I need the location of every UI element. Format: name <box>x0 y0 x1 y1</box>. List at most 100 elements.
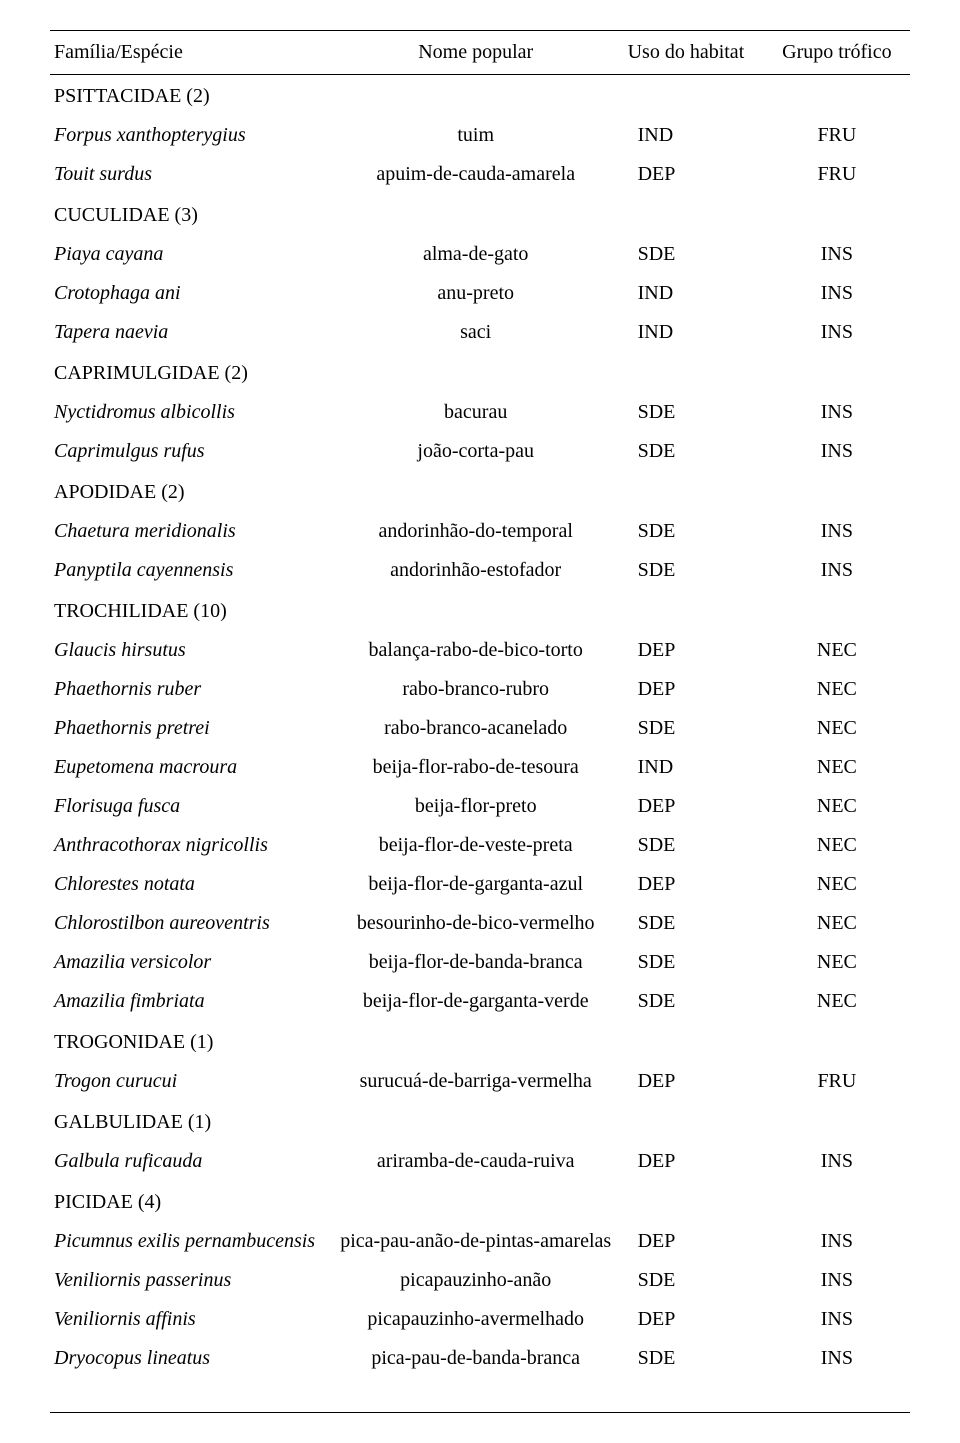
table-row: GALBULIDAE (1) <box>50 1101 910 1142</box>
table-row: Dryocopus lineatuspica-pau-de-banda-bran… <box>50 1339 910 1413</box>
popular-name: anu-preto <box>334 274 618 313</box>
popular-name: beija-flor-preto <box>334 787 618 826</box>
popular-name: picapauzinho-avermelhado <box>334 1300 618 1339</box>
family-label: PICIDAE (4) <box>50 1181 910 1222</box>
species-name: Panyptila cayennensis <box>50 551 334 590</box>
trophic-group: INS <box>764 432 910 471</box>
habitat-use: IND <box>618 748 764 787</box>
popular-name: andorinhão-do-temporal <box>334 512 618 551</box>
trophic-group: NEC <box>764 748 910 787</box>
popular-name: beija-flor-rabo-de-tesoura <box>334 748 618 787</box>
species-name: Florisuga fusca <box>50 787 334 826</box>
species-name: Nyctidromus albicollis <box>50 393 334 432</box>
trophic-group: NEC <box>764 670 910 709</box>
table-row: PICIDAE (4) <box>50 1181 910 1222</box>
table-row: Veniliornis passerinuspicapauzinho-anãoS… <box>50 1261 910 1300</box>
habitat-use: DEP <box>618 1062 764 1101</box>
species-name: Amazilia fimbriata <box>50 982 334 1021</box>
trophic-group: NEC <box>764 826 910 865</box>
trophic-group: NEC <box>764 787 910 826</box>
trophic-group: NEC <box>764 865 910 904</box>
trophic-group: NEC <box>764 904 910 943</box>
habitat-use: SDE <box>618 982 764 1021</box>
table-row: Anthracothorax nigricollisbeija-flor-de-… <box>50 826 910 865</box>
habitat-use: DEP <box>618 1142 764 1181</box>
habitat-use: DEP <box>618 1300 764 1339</box>
table-row: Chlorostilbon aureoventrisbesourinho-de-… <box>50 904 910 943</box>
popular-name: surucuá-de-barriga-vermelha <box>334 1062 618 1101</box>
habitat-use: SDE <box>618 943 764 982</box>
table-row: Amazilia fimbriatabeija-flor-de-garganta… <box>50 982 910 1021</box>
species-name: Eupetomena macroura <box>50 748 334 787</box>
popular-name: picapauzinho-anão <box>334 1261 618 1300</box>
trophic-group: INS <box>764 274 910 313</box>
trophic-group: INS <box>764 551 910 590</box>
popular-name: besourinho-de-bico-vermelho <box>334 904 618 943</box>
habitat-use: DEP <box>618 155 764 194</box>
species-table: Família/Espécie Nome popular Uso do habi… <box>50 30 910 1413</box>
family-label: CAPRIMULGIDAE (2) <box>50 352 910 393</box>
table-row: Touit surdusapuim-de-cauda-amarelaDEPFRU <box>50 155 910 194</box>
species-name: Piaya cayana <box>50 235 334 274</box>
table-row: Piaya cayanaalma-de-gatoSDEINS <box>50 235 910 274</box>
header-popular: Nome popular <box>334 31 618 75</box>
habitat-use: SDE <box>618 1339 764 1413</box>
trophic-group: FRU <box>764 116 910 155</box>
popular-name: beija-flor-de-garganta-verde <box>334 982 618 1021</box>
species-name: Veniliornis passerinus <box>50 1261 334 1300</box>
family-label: PSITTACIDAE (2) <box>50 75 910 117</box>
popular-name: beija-flor-de-garganta-azul <box>334 865 618 904</box>
popular-name: joão-corta-pau <box>334 432 618 471</box>
popular-name: pica-pau-anão-de-pintas-amarelas <box>334 1222 618 1261</box>
trophic-group: FRU <box>764 1062 910 1101</box>
family-label: CUCULIDAE (3) <box>50 194 910 235</box>
trophic-group: INS <box>764 235 910 274</box>
table-row: Phaethornis ruberrabo-branco-rubroDEPNEC <box>50 670 910 709</box>
habitat-use: SDE <box>618 826 764 865</box>
table-row: Veniliornis affinispicapauzinho-avermelh… <box>50 1300 910 1339</box>
species-name: Galbula ruficauda <box>50 1142 334 1181</box>
popular-name: rabo-branco-rubro <box>334 670 618 709</box>
trophic-group: INS <box>764 1300 910 1339</box>
habitat-use: DEP <box>618 787 764 826</box>
habitat-use: SDE <box>618 235 764 274</box>
trophic-group: NEC <box>764 982 910 1021</box>
popular-name: apuim-de-cauda-amarela <box>334 155 618 194</box>
species-name: Chaetura meridionalis <box>50 512 334 551</box>
table-row: Chlorestes notatabeija-flor-de-garganta-… <box>50 865 910 904</box>
habitat-use: SDE <box>618 512 764 551</box>
trophic-group: INS <box>764 1142 910 1181</box>
table-row: Trogon curucuisurucuá-de-barriga-vermelh… <box>50 1062 910 1101</box>
table-row: Forpus xanthopterygiustuimINDFRU <box>50 116 910 155</box>
table-row: Florisuga fuscabeija-flor-pretoDEPNEC <box>50 787 910 826</box>
popular-name: beija-flor-de-banda-branca <box>334 943 618 982</box>
table-row: Glaucis hirsutusbalança-rabo-de-bico-tor… <box>50 631 910 670</box>
table-row: Caprimulgus rufusjoão-corta-pauSDEINS <box>50 432 910 471</box>
popular-name: balança-rabo-de-bico-torto <box>334 631 618 670</box>
species-name: Anthracothorax nigricollis <box>50 826 334 865</box>
species-name: Caprimulgus rufus <box>50 432 334 471</box>
habitat-use: SDE <box>618 393 764 432</box>
table-row: Crotophaga anianu-pretoINDINS <box>50 274 910 313</box>
popular-name: beija-flor-de-veste-preta <box>334 826 618 865</box>
species-name: Veniliornis affinis <box>50 1300 334 1339</box>
table-row: TROCHILIDAE (10) <box>50 590 910 631</box>
popular-name: ariramba-de-cauda-ruiva <box>334 1142 618 1181</box>
trophic-group: FRU <box>764 155 910 194</box>
popular-name: tuim <box>334 116 618 155</box>
habitat-use: IND <box>618 274 764 313</box>
table-row: TROGONIDAE (1) <box>50 1021 910 1062</box>
trophic-group: INS <box>764 313 910 352</box>
species-name: Glaucis hirsutus <box>50 631 334 670</box>
trophic-group: NEC <box>764 709 910 748</box>
species-name: Phaethornis pretrei <box>50 709 334 748</box>
habitat-use: IND <box>618 313 764 352</box>
table-row: PSITTACIDAE (2) <box>50 75 910 117</box>
table-row: Tapera naeviasaciINDINS <box>50 313 910 352</box>
table-row: Amazilia versicolorbeija-flor-de-banda-b… <box>50 943 910 982</box>
table-row: Phaethornis pretreirabo-branco-acanelado… <box>50 709 910 748</box>
habitat-use: DEP <box>618 670 764 709</box>
table-header-row: Família/Espécie Nome popular Uso do habi… <box>50 31 910 75</box>
species-name: Phaethornis ruber <box>50 670 334 709</box>
table-row: Panyptila cayennensisandorinhão-estofado… <box>50 551 910 590</box>
